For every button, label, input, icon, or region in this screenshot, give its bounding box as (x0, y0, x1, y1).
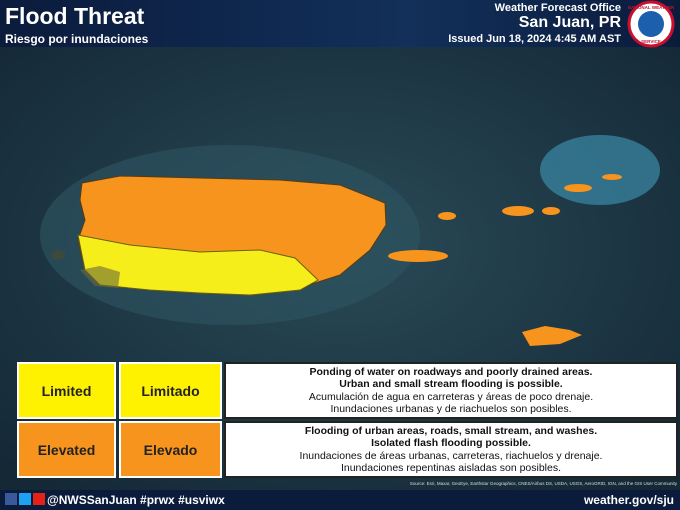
st-croix (522, 326, 582, 346)
shallows (540, 135, 660, 205)
culebra (438, 212, 456, 220)
social-handles: @NWSSanJuan #prwx #usviwx (47, 493, 225, 507)
social-icons (5, 493, 45, 506)
logo-bottom: SERVICE (641, 39, 661, 44)
description-line: Inundaciones de áreas urbanas, carretera… (299, 449, 603, 462)
level-es: Elevado (119, 421, 222, 478)
mona (51, 250, 65, 260)
description-line: Inundaciones repentinas aisladas son pos… (340, 462, 562, 474)
virgin-gorda (602, 174, 622, 180)
header (0, 0, 680, 47)
description: Flooding of urban areas, roads, small st… (224, 421, 678, 478)
facebook-icon[interactable] (5, 493, 17, 505)
st-thomas (502, 206, 534, 216)
level-es: Limitado (119, 362, 222, 419)
twitter-icon[interactable] (19, 493, 31, 505)
dry-area (80, 266, 120, 288)
description-line: Acumulación de agua en carreteras y área… (308, 390, 594, 403)
nws-logo: NATIONAL WEATHER SERVICE (627, 0, 675, 48)
st-john (542, 207, 560, 215)
footer: @NWSSanJuan #prwx #usviwx weather.gov/sj… (0, 490, 680, 510)
level-en: Limited (17, 362, 116, 419)
description: Ponding of water on roadways and poorly … (224, 362, 678, 419)
description-line: Flooding of urban areas, roads, small st… (304, 424, 598, 437)
office: San Juan, PR (518, 14, 621, 31)
description-line: Urban and small stream flooding is possi… (339, 378, 563, 390)
description-line: Ponding of water on roadways and poorly … (309, 365, 593, 378)
logo-center (638, 11, 664, 37)
office-line: Weather Forecast Office (494, 2, 621, 14)
level-en: Elevated (17, 421, 116, 478)
vieques (388, 250, 448, 262)
issued: Issued Jun 18, 2024 4:45 AM AST (448, 33, 621, 45)
description-line: Inundaciones urbanas y de riachuelos son… (330, 403, 572, 415)
subtitle: Riesgo por inundaciones (5, 32, 149, 46)
footer-url: weather.gov/sju (583, 493, 674, 507)
youtube-icon[interactable] (33, 493, 45, 505)
title: Flood Threat (5, 3, 145, 29)
logo-top: NATIONAL WEATHER (628, 5, 675, 10)
source: Source: Esri, Maxar, GeoEye, Earthstar G… (409, 481, 677, 486)
tortola (564, 184, 592, 192)
description-line: Isolated flash flooding possible. (371, 437, 531, 449)
